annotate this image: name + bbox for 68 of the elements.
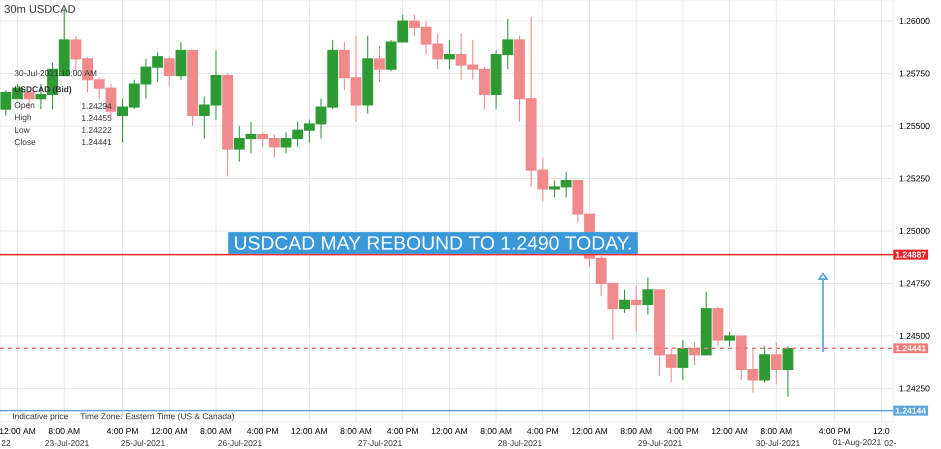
y-tick-label: 1.25250 xyxy=(900,175,930,182)
y-tick-label: 1.24500 xyxy=(900,332,930,339)
x-tick-label: 8:00 AM xyxy=(48,428,80,434)
text: 28-Jul-2021 xyxy=(498,440,542,446)
text: 01-Aug-2021 xyxy=(833,439,881,447)
x-tick-label: 12:00 AM xyxy=(0,428,36,434)
candlestick xyxy=(689,342,700,366)
annotation: 1.24441 xyxy=(82,139,112,145)
candlestick xyxy=(759,346,770,383)
candlestick xyxy=(677,340,688,381)
annotation: Close xyxy=(14,138,36,146)
candlestick xyxy=(712,306,724,347)
x-tick-label: 8:00 AM xyxy=(200,428,232,434)
x-tick-label: 8:00 AM xyxy=(620,428,652,434)
text: 02- xyxy=(884,440,896,446)
x-tick-label: 12:00 AM xyxy=(292,428,327,434)
text: 29-Jul-2021 xyxy=(638,440,682,446)
candlestick xyxy=(630,284,642,332)
y-tick-label: 1.24250 xyxy=(900,385,930,392)
annotation: Low xyxy=(14,127,30,133)
x-tick-label: 8:00 AM xyxy=(340,428,372,434)
text: 25-Jul-2021 xyxy=(121,440,165,446)
x-tick-label: 4:00 PM xyxy=(387,428,418,434)
candlestick xyxy=(374,46,385,82)
x-tick-label: 12:00 AM xyxy=(712,428,748,434)
annotation: Indicative price xyxy=(13,413,68,421)
candlestick xyxy=(700,291,712,356)
ref-line-label: 1.24144 xyxy=(896,408,926,414)
ref-line-label: 1.24441 xyxy=(896,345,926,352)
y-tick-label: 1.25000 xyxy=(900,228,930,234)
text: 26-Jul-2021 xyxy=(218,440,262,446)
x-tick-label: 4:00 PM xyxy=(818,428,850,434)
annotation: Time Zone: Eastern Time (US & Canada) xyxy=(80,413,234,421)
annotation: USDCAD MAY REBOUND TO 1.2490 TODAY. xyxy=(235,236,631,250)
x-tick-label: 4:00 PM xyxy=(667,428,698,434)
chart-title: 30m USDCAD xyxy=(4,5,76,13)
annotation: High xyxy=(14,114,32,122)
annotation: 1.24222 xyxy=(82,127,112,133)
y-tick-label: 1.25750 xyxy=(900,70,930,76)
x-tick-label: 12:00 AM xyxy=(432,428,467,434)
y-tick-label: 1.25500 xyxy=(900,122,930,129)
annotation: 1.24455 xyxy=(82,115,112,121)
x-tick-label: 4:00 PM xyxy=(106,428,138,434)
x-tick-label: 12:0 xyxy=(874,428,890,434)
ref-line-label: 1.24887 xyxy=(896,252,926,258)
candlestick xyxy=(770,342,782,385)
candlestick xyxy=(187,50,198,126)
text: 23-Jul-2021 xyxy=(45,440,89,446)
y-tick-label: 1.24750 xyxy=(900,280,930,286)
text: 30-Jul-2021 xyxy=(756,440,800,446)
candlestick xyxy=(724,331,736,347)
candlestick xyxy=(619,289,630,314)
x-tick-label: 12:00 AM xyxy=(572,428,608,434)
x-tick-label: 8:00 AM xyxy=(480,428,512,434)
x-tick-label: 8:00 AM xyxy=(760,428,792,434)
y-tick-label: 1.26000 xyxy=(900,18,930,24)
text: 27-Jul-2021 xyxy=(358,440,402,446)
candlestick xyxy=(782,346,794,398)
x-tick-label: 4:00 PM xyxy=(527,428,558,434)
candlestick xyxy=(362,35,374,114)
candlestick xyxy=(176,41,186,80)
x-tick-label: 12:00 AM xyxy=(152,428,187,434)
candlestick xyxy=(642,276,654,316)
candlestick xyxy=(164,56,175,87)
text: 22 xyxy=(2,440,10,446)
candlestick xyxy=(222,72,234,177)
candlestick xyxy=(444,39,455,70)
x-tick-label: 4:00 PM xyxy=(246,428,278,434)
